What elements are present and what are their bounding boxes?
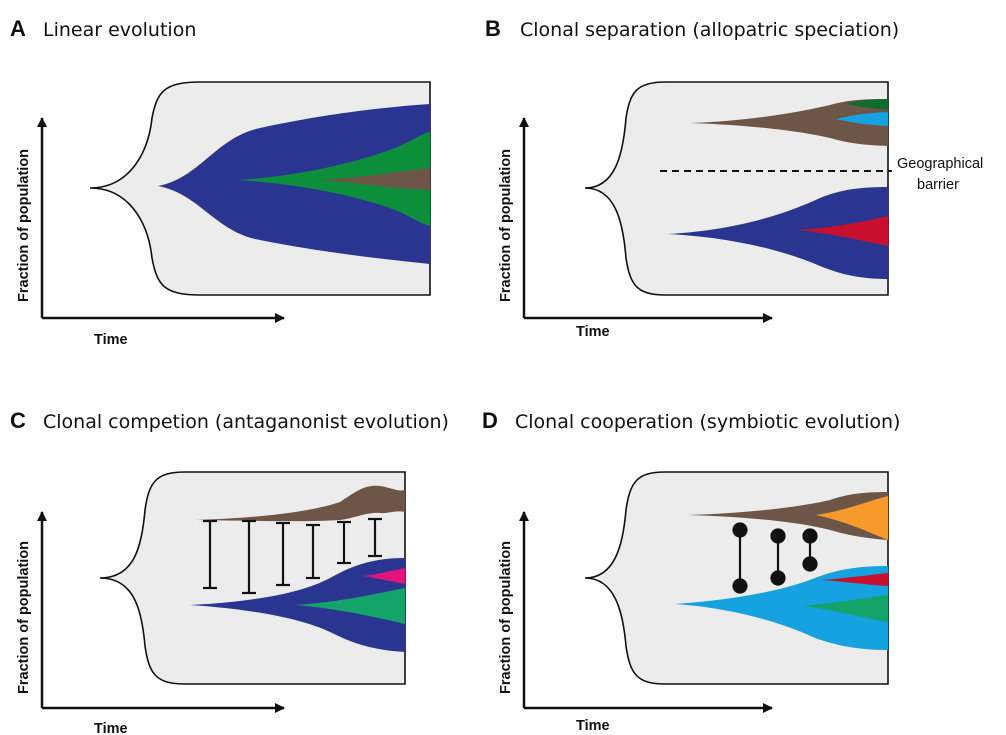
panel-c-clone-magenta <box>364 568 405 584</box>
cooperation-link <box>770 528 786 586</box>
panel-c-competition-bars <box>203 517 382 595</box>
panel-d-title: Clonal cooperation (symbiotic evolution) <box>515 411 900 433</box>
panel-b-x-label: Time <box>576 324 610 340</box>
panel-c: C Clonal competion (antaganonist evoluti… <box>10 408 449 735</box>
panel-d-clone-light-blue <box>675 566 888 650</box>
panel-b-clone-brown <box>690 99 888 146</box>
panel-c-title: Clonal competion (antaganonist evolution… <box>43 411 449 433</box>
panel-b-clone-red <box>796 216 888 246</box>
panel-c-x-label: Time <box>94 721 128 735</box>
panel-c-letter: C <box>10 408 26 433</box>
cooperation-link <box>732 522 748 594</box>
panel-b: B Clonal separation (allopatric speciati… <box>485 16 983 340</box>
panel-b-clone-dark-green <box>846 99 888 110</box>
panel-b-letter: B <box>485 16 501 41</box>
panel-a-clone-brown <box>318 168 430 190</box>
competition-bar <box>242 519 256 595</box>
panel-b-clone-blue <box>668 187 888 279</box>
panel-d-x-label: Time <box>576 718 610 734</box>
panel-a-title: Linear evolution <box>43 19 196 41</box>
panel-c-clone-brown <box>196 485 405 522</box>
panel-c-y-label: Fraction of population <box>16 541 32 694</box>
panel-b-annotation-line2: barrier <box>917 177 959 193</box>
competition-bar <box>276 521 290 587</box>
panel-b-annotation-line1: Geographical <box>897 156 983 172</box>
panel-a-y-label: Fraction of population <box>16 149 32 302</box>
panel-a-letter: A <box>10 16 26 41</box>
panel-b-y-label: Fraction of population <box>498 149 514 302</box>
panel-d-clone-red <box>822 573 888 586</box>
panel-d-letter: D <box>482 408 498 433</box>
competition-bar <box>203 519 217 590</box>
panel-d-cooperation-links <box>732 522 818 594</box>
panel-a-x-label: Time <box>94 332 128 348</box>
panel-b-clone-light-blue <box>836 112 888 126</box>
competition-bar <box>337 520 351 565</box>
competition-bar <box>306 523 320 580</box>
panel-d: D Clonal cooperation (symbiotic evolutio… <box>482 408 900 734</box>
panel-d-y-label: Fraction of population <box>498 541 514 694</box>
panel-a: A Linear evolution Time Fraction of popu… <box>10 16 431 348</box>
panel-c-clone-sea-green <box>296 588 405 624</box>
panel-a-clone-green <box>238 132 430 226</box>
panel-d-clone-brown <box>688 492 888 540</box>
panel-d-clone-sea-green <box>802 595 888 622</box>
cooperation-link <box>802 528 818 572</box>
panel-b-title: Clonal separation (allopatric speciation… <box>520 19 899 41</box>
competition-bar <box>368 517 382 558</box>
panel-d-clone-orange <box>816 496 888 540</box>
